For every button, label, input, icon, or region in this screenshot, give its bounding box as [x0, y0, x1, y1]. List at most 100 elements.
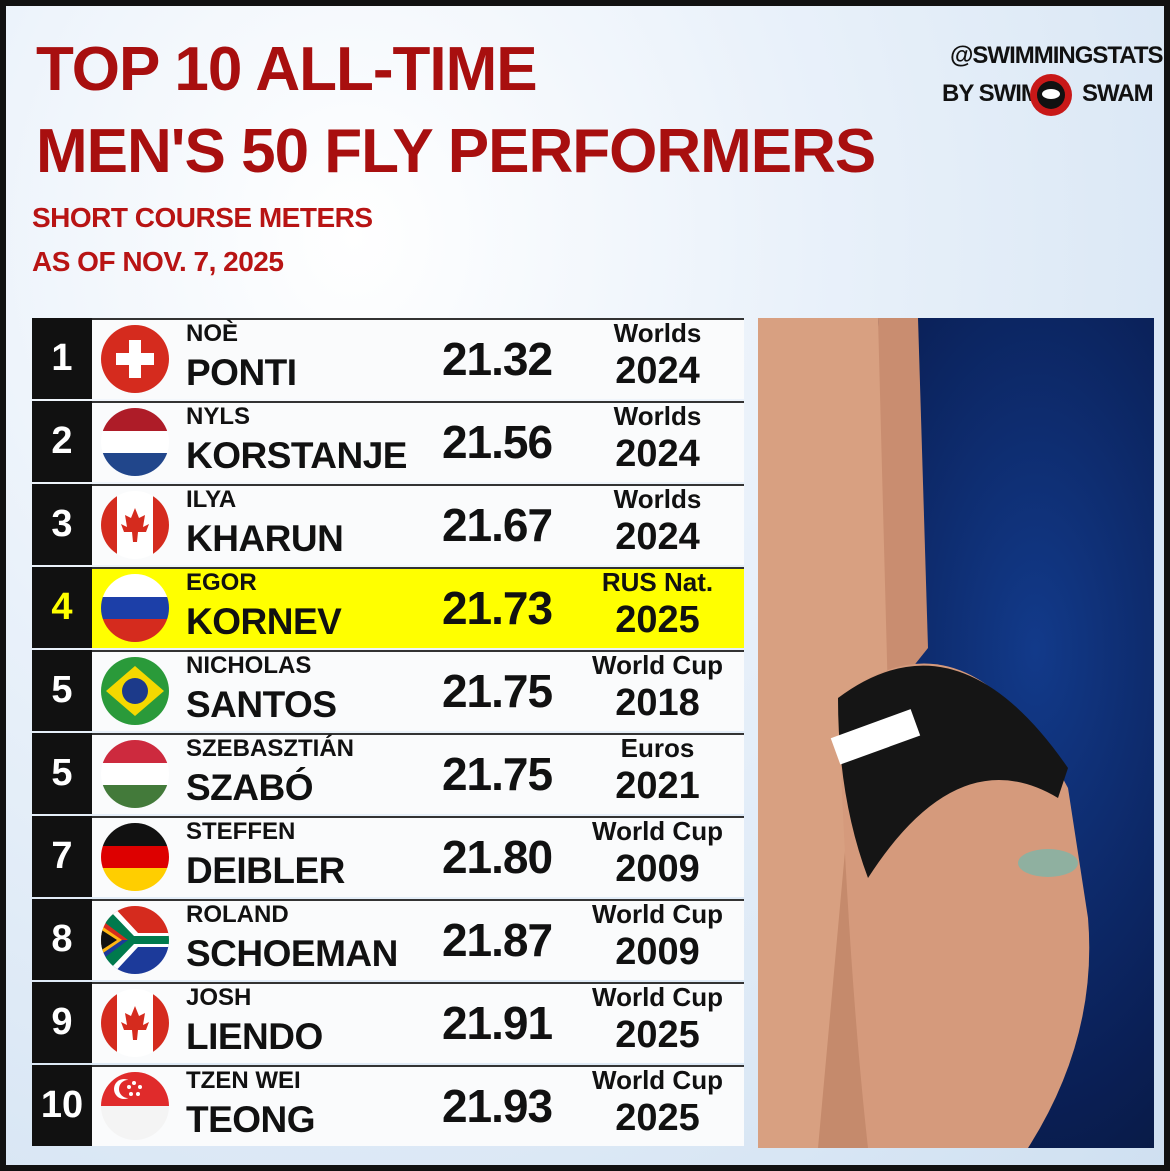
- flag: [101, 823, 169, 891]
- flag: [101, 574, 169, 642]
- meet: World Cup: [592, 982, 723, 1012]
- brand-handle: @SWIMMINGSTATS: [950, 42, 1163, 69]
- last-name: SANTOS: [186, 684, 337, 725]
- flag: [101, 740, 169, 808]
- rank: 2: [32, 401, 92, 482]
- row-body: [92, 567, 744, 648]
- flag: [101, 325, 169, 393]
- first-name: NICHOLAS: [186, 652, 312, 679]
- title: MEN'S 50 FLY PERFORMERS: [36, 117, 876, 186]
- brand-logo: [1030, 74, 1072, 116]
- subtitle: AS OF NOV. 7, 2025: [32, 246, 284, 277]
- first-name: JOSH: [186, 984, 252, 1011]
- flag: [101, 657, 169, 725]
- time: 21.75: [441, 748, 553, 800]
- row-body: [92, 401, 744, 482]
- table-row: 9 JOSH LIENDO 21.91 World Cup 2025: [32, 982, 744, 1065]
- table-row: 1 NOÈ PONTI 21.32 Worlds 2024: [32, 318, 744, 401]
- rank: 10: [32, 1065, 92, 1146]
- athlete-photo: [758, 318, 1154, 1148]
- time: 21.80: [441, 831, 553, 883]
- row-body: [92, 899, 744, 980]
- rank: 7: [32, 816, 92, 897]
- table-row: 8 ROLAND SCHOEMAN 21.87 World Cup 2009: [32, 899, 744, 982]
- row-body: [92, 484, 744, 565]
- meet: World Cup: [592, 1065, 723, 1095]
- table-row: 10 TZEN WEI TEONG 21.93 World Cup 2025: [32, 1065, 744, 1148]
- year: 2018: [615, 682, 700, 724]
- first-name: TZEN WEI: [186, 1067, 301, 1094]
- flag: [101, 491, 169, 559]
- brand-by: BY SWIM: [942, 80, 1041, 107]
- row-body: [92, 318, 744, 399]
- rank: 8: [32, 899, 92, 980]
- year: 2024: [615, 350, 700, 392]
- table-row: 2 NYLS KORSTANJE 21.56 Worlds 2024: [32, 401, 744, 484]
- row-body: [92, 816, 744, 897]
- first-name: STEFFEN: [186, 818, 296, 845]
- meet: World Cup: [592, 650, 723, 680]
- last-name: KORSTANJE: [186, 435, 407, 476]
- year: 2009: [615, 931, 700, 973]
- rank: 9: [32, 982, 92, 1063]
- meet: Worlds: [613, 318, 702, 348]
- last-name: SZABÓ: [186, 767, 314, 808]
- time: 21.75: [441, 665, 553, 717]
- row-body: [92, 982, 744, 1063]
- last-name: KHARUN: [186, 518, 344, 559]
- last-name: DEIBLER: [186, 850, 345, 891]
- last-name: KORNEV: [186, 601, 342, 642]
- flag: [101, 1072, 169, 1140]
- rank: 1: [32, 318, 92, 399]
- flag: [101, 906, 169, 974]
- rank: 5: [32, 650, 92, 731]
- table-row: 3 ILYA KHARUN 21.67 Worlds 2024: [32, 484, 744, 567]
- time: 21.93: [441, 1080, 553, 1132]
- meet: Euros: [620, 733, 695, 763]
- table-row: 4 EGOR KORNEV 21.73 RUS Nat. 2025: [32, 567, 744, 650]
- rank: 4: [32, 567, 92, 648]
- last-name: TEONG: [186, 1099, 316, 1140]
- year: 2024: [615, 516, 700, 558]
- time: 21.67: [441, 499, 553, 551]
- time: 21.87: [441, 914, 553, 966]
- first-name: NYLS: [186, 403, 251, 430]
- meet: Worlds: [613, 401, 702, 431]
- flag: [101, 408, 169, 476]
- first-name: SZEBASZTIÁN: [186, 735, 354, 762]
- meet: RUS Nat.: [601, 567, 714, 597]
- table-row: 5 SZEBASZTIÁN SZABÓ 21.75 Euros 2021: [32, 733, 744, 816]
- year: 2021: [615, 765, 700, 807]
- flag: [101, 989, 169, 1057]
- time: 21.73: [441, 582, 553, 634]
- brand-swam: SWAM: [1082, 80, 1154, 107]
- time: 21.56: [441, 416, 553, 468]
- last-name: LIENDO: [186, 1016, 323, 1057]
- subtitle: SHORT COURSE METERS: [32, 202, 373, 233]
- last-name: SCHOEMAN: [186, 933, 398, 974]
- rank: 5: [32, 733, 92, 814]
- row-body: [92, 733, 744, 814]
- row-body: [92, 1065, 744, 1146]
- rank: 3: [32, 484, 92, 565]
- first-name: EGOR: [186, 569, 257, 596]
- year: 2025: [615, 1014, 700, 1056]
- year: 2009: [615, 848, 700, 890]
- title: TOP 10 ALL-TIME: [36, 35, 538, 104]
- time: 21.32: [441, 333, 553, 385]
- meet: World Cup: [592, 899, 723, 929]
- first-name: ROLAND: [186, 901, 289, 928]
- time: 21.91: [441, 997, 553, 1049]
- table-row: 5 NICHOLAS SANTOS 21.75 World Cup 2018: [32, 650, 744, 733]
- first-name: ILYA: [186, 486, 237, 513]
- year: 2024: [615, 433, 700, 475]
- year: 2025: [615, 599, 700, 641]
- meet: Worlds: [613, 484, 702, 514]
- meet: World Cup: [592, 816, 723, 846]
- first-name: NOÈ: [186, 320, 239, 347]
- last-name: PONTI: [186, 352, 297, 393]
- year: 2025: [615, 1097, 700, 1139]
- row-body: [92, 650, 744, 731]
- table-row: 7 STEFFEN DEIBLER 21.80 World Cup 2009: [32, 816, 744, 899]
